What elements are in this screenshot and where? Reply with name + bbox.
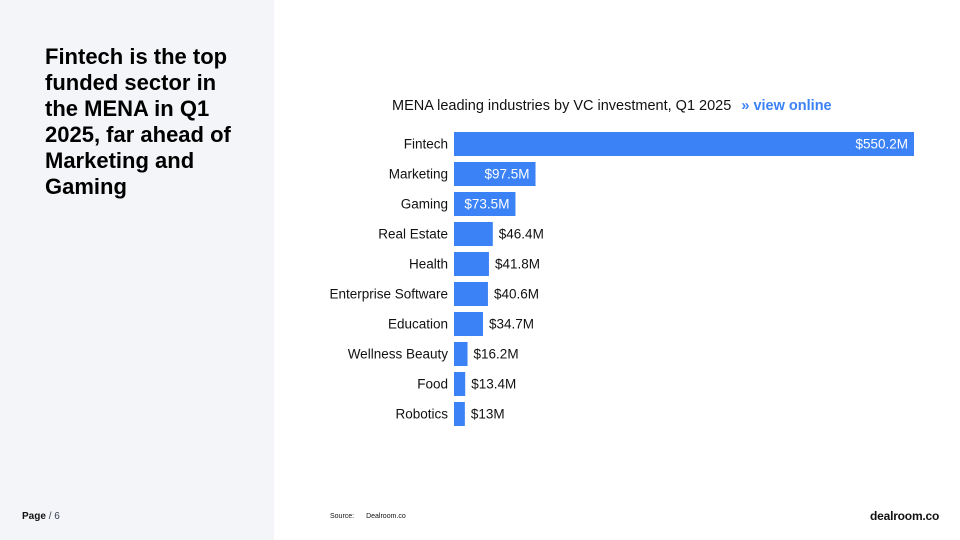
category-label: Fintech [404,137,448,152]
value-label: $16.2M [474,347,519,362]
value-label: $46.4M [499,227,544,242]
bar [454,372,466,396]
source-note: Source: Dealroom.co [330,513,406,520]
page-label: Page [22,511,46,522]
bar [454,222,493,246]
bar [454,132,914,156]
source-label: Source: [330,513,355,520]
category-label: Real Estate [378,227,448,242]
brand-logo: dealroom.co [870,509,940,523]
category-label: Robotics [395,407,448,422]
bar [454,342,468,366]
value-label: $13.4M [471,377,516,392]
chart-header: MENA leading industries by VC investment… [392,98,832,114]
category-label: Marketing [389,167,448,182]
category-label: Education [388,317,448,332]
bar [454,252,489,276]
value-label: $40.6M [494,287,539,302]
value-label: $97.5M [484,167,529,182]
page-number: / 6 [48,511,60,522]
view-online-link[interactable]: » view online [741,98,832,114]
category-label: Enterprise Software [329,287,448,302]
category-label: Health [409,257,448,272]
category-label: Food [417,377,448,392]
chart-title: MENA leading industries by VC investment… [392,98,732,114]
page-headline: Fintech is the top funded sector in the … [45,44,231,199]
value-label: $550.2M [855,137,908,152]
bar-chart: Fintech $550.2M Marketing $97.5M Gaming $73.5… [329,132,914,426]
bar [454,282,488,306]
source-value: Dealroom.co [366,513,406,520]
category-label: Wellness Beauty [348,347,449,362]
bar [454,162,536,186]
value-label: $73.5M [464,197,509,212]
value-label: $41.8M [495,257,540,272]
bar [454,402,465,426]
bar [454,192,516,216]
category-label: Gaming [401,197,448,212]
bar [454,312,484,336]
sidebar-panel: Fintech is the top funded sector in the … [0,0,274,540]
value-label: $34.7M [489,317,534,332]
page-indicator: Page / 6 [22,511,60,522]
value-label: $13M [471,407,505,422]
